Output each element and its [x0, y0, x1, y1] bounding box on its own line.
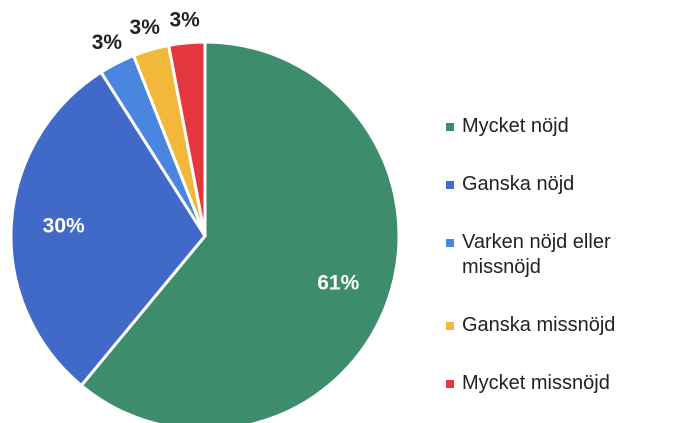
legend-label: Mycket nöjd [462, 115, 569, 137]
data-label: 61% [317, 272, 359, 295]
legend-swatch [446, 380, 454, 388]
legend-item: Mycket missnöjd [446, 371, 672, 396]
legend-swatch [446, 181, 454, 189]
legend-label: Mycket missnöjd [462, 372, 610, 394]
legend-label: Ganska missnöjd [462, 314, 616, 336]
data-label: 3% [169, 9, 200, 32]
data-label: 3% [130, 16, 161, 39]
legend-item: Mycket nöjd [446, 114, 672, 139]
legend-item: Ganska missnöjd [446, 313, 672, 338]
pie-slice [9, 70, 207, 388]
data-label: 3% [92, 31, 123, 54]
legend-swatch [446, 123, 454, 131]
legend-item: Ganska nöjd [446, 172, 672, 197]
pie-slice [166, 40, 207, 237]
legend-label: Ganska nöjd [462, 173, 575, 195]
legend: Mycket nöjd Ganska nöjd Varken nöjd eller … [446, 114, 672, 396]
pie-slice [79, 40, 401, 423]
legend-swatch [446, 239, 454, 247]
legend-swatch [446, 322, 454, 330]
data-label: 30% [43, 215, 85, 238]
legend-label: Varken nöjd eller missnöjd [462, 231, 611, 278]
legend-item: Varken nöjd eller missnöjd [446, 230, 672, 280]
